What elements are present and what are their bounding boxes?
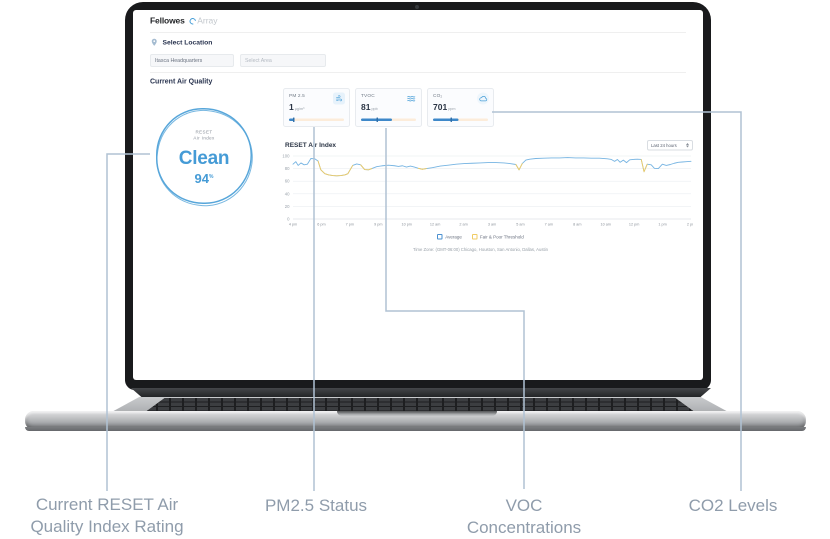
pm25-card: PM 2.5 1μg/m³: [283, 88, 350, 127]
svg-text:4 pm: 4 pm: [289, 223, 297, 227]
svg-text:12 am: 12 am: [430, 223, 440, 227]
chart-legend: Average Fair & Poor Threshold: [268, 234, 693, 240]
fellowes-logo: Fellowes: [150, 16, 185, 26]
svg-text:3 am: 3 am: [488, 223, 496, 227]
reset-air-index-gauge: RESET Air Index Clean 94%: [150, 103, 259, 213]
app-header: Fellowes Array: [150, 10, 686, 33]
building-select-input[interactable]: [150, 54, 234, 67]
area-select-input[interactable]: [240, 54, 326, 67]
co2-card: CO₂ 701ppm: [427, 88, 494, 127]
tvoc-card-label: TVOC: [361, 93, 375, 99]
gauge-status: Clean: [178, 147, 230, 169]
pm25-progress-bar: [289, 117, 344, 122]
co2-card-label: CO₂: [433, 93, 443, 99]
select-location-row: Select Location: [150, 38, 212, 47]
dropdown-arrows-icon: [686, 143, 689, 148]
legend-threshold-swatch: [471, 234, 478, 240]
tvoc-progress-bar: [361, 117, 416, 122]
svg-text:6 pm: 6 pm: [317, 223, 325, 227]
gauge-label-line2: Air Index: [193, 135, 215, 141]
timezone-footnote: Time Zone: (GMT-06:00) Chicago, Houston,…: [413, 247, 548, 252]
gauge-value: 94%: [194, 170, 214, 186]
array-swirl-icon: [188, 16, 198, 26]
tvoc-value: 81ppb: [361, 102, 378, 113]
caption-reset-air: Current RESET Air Quality Index Rating: [30, 495, 184, 536]
caption-pm25: PM2.5 Status: [264, 496, 368, 515]
svg-text:60: 60: [285, 179, 290, 184]
svg-text:1 pm: 1 pm: [658, 223, 666, 227]
time-range-dropdown[interactable]: Last 24 hours: [647, 140, 693, 151]
tvoc-card: TVOC 81ppb: [355, 88, 422, 127]
pm25-value: 1μg/m³: [289, 102, 305, 113]
laptop-keyboard: [145, 398, 695, 412]
co2-progress-bar: [433, 117, 488, 122]
tvoc-unit: ppb: [371, 106, 378, 112]
divider: [150, 72, 686, 73]
gauge-label-line1: RESET: [195, 129, 213, 135]
wind-icon: [333, 92, 345, 105]
chart-title: RESET Air Index: [285, 141, 337, 149]
svg-text:5 am: 5 am: [516, 223, 524, 227]
svg-text:100: 100: [282, 154, 290, 159]
current-air-quality-title: Current Air Quality: [150, 77, 213, 85]
laptop-base-edge: [25, 427, 806, 431]
location-pin-icon: [151, 38, 157, 46]
array-logo: Array: [188, 16, 218, 26]
svg-text:80: 80: [285, 166, 290, 171]
caption-co2: CO2 Levels: [688, 496, 778, 515]
caption-voc: VOC Concentrations: [466, 496, 582, 537]
dashboard-screen: Fellowes Array Select Location Current A…: [133, 10, 703, 380]
svg-text:40: 40: [285, 191, 290, 196]
webcam-dot: [415, 5, 419, 9]
svg-text:7 am: 7 am: [545, 223, 553, 227]
legend-average-swatch: [437, 234, 443, 240]
svg-text:9 pm: 9 pm: [374, 223, 382, 227]
legend-threshold[interactable]: Fair & Poor Threshold: [471, 234, 524, 240]
svg-text:10 am: 10 am: [600, 223, 610, 227]
svg-text:2 am: 2 am: [459, 223, 467, 227]
svg-text:10 pm: 10 pm: [401, 223, 411, 227]
legend-average[interactable]: Average: [437, 234, 462, 240]
svg-text:12 pm: 12 pm: [629, 223, 639, 227]
laptop-thumb-groove: [337, 411, 497, 416]
select-location-label: Select Location: [162, 38, 213, 47]
pm25-unit: μg/m³: [294, 106, 305, 112]
reset-air-index-chart: 100 80 60 40 20 04 pm 6 pm 7 pm 9 pm 10 pm 12 am 2 …: [282, 154, 693, 227]
svg-text:7 pm: 7 pm: [346, 223, 354, 227]
waves-icon: [405, 93, 417, 105]
co2-unit: ppm: [448, 106, 456, 112]
svg-text:2 pm: 2 pm: [687, 223, 693, 227]
co2-value: 701ppm: [433, 102, 456, 113]
svg-text:0: 0: [287, 217, 290, 222]
gauge-unit: %: [209, 174, 214, 180]
pm25-card-label: PM 2.5: [289, 93, 305, 99]
laptop-hinge: [131, 388, 711, 398]
cloud-icon: [477, 92, 489, 105]
svg-text:8 am: 8 am: [573, 223, 581, 227]
svg-text:20: 20: [285, 204, 290, 209]
